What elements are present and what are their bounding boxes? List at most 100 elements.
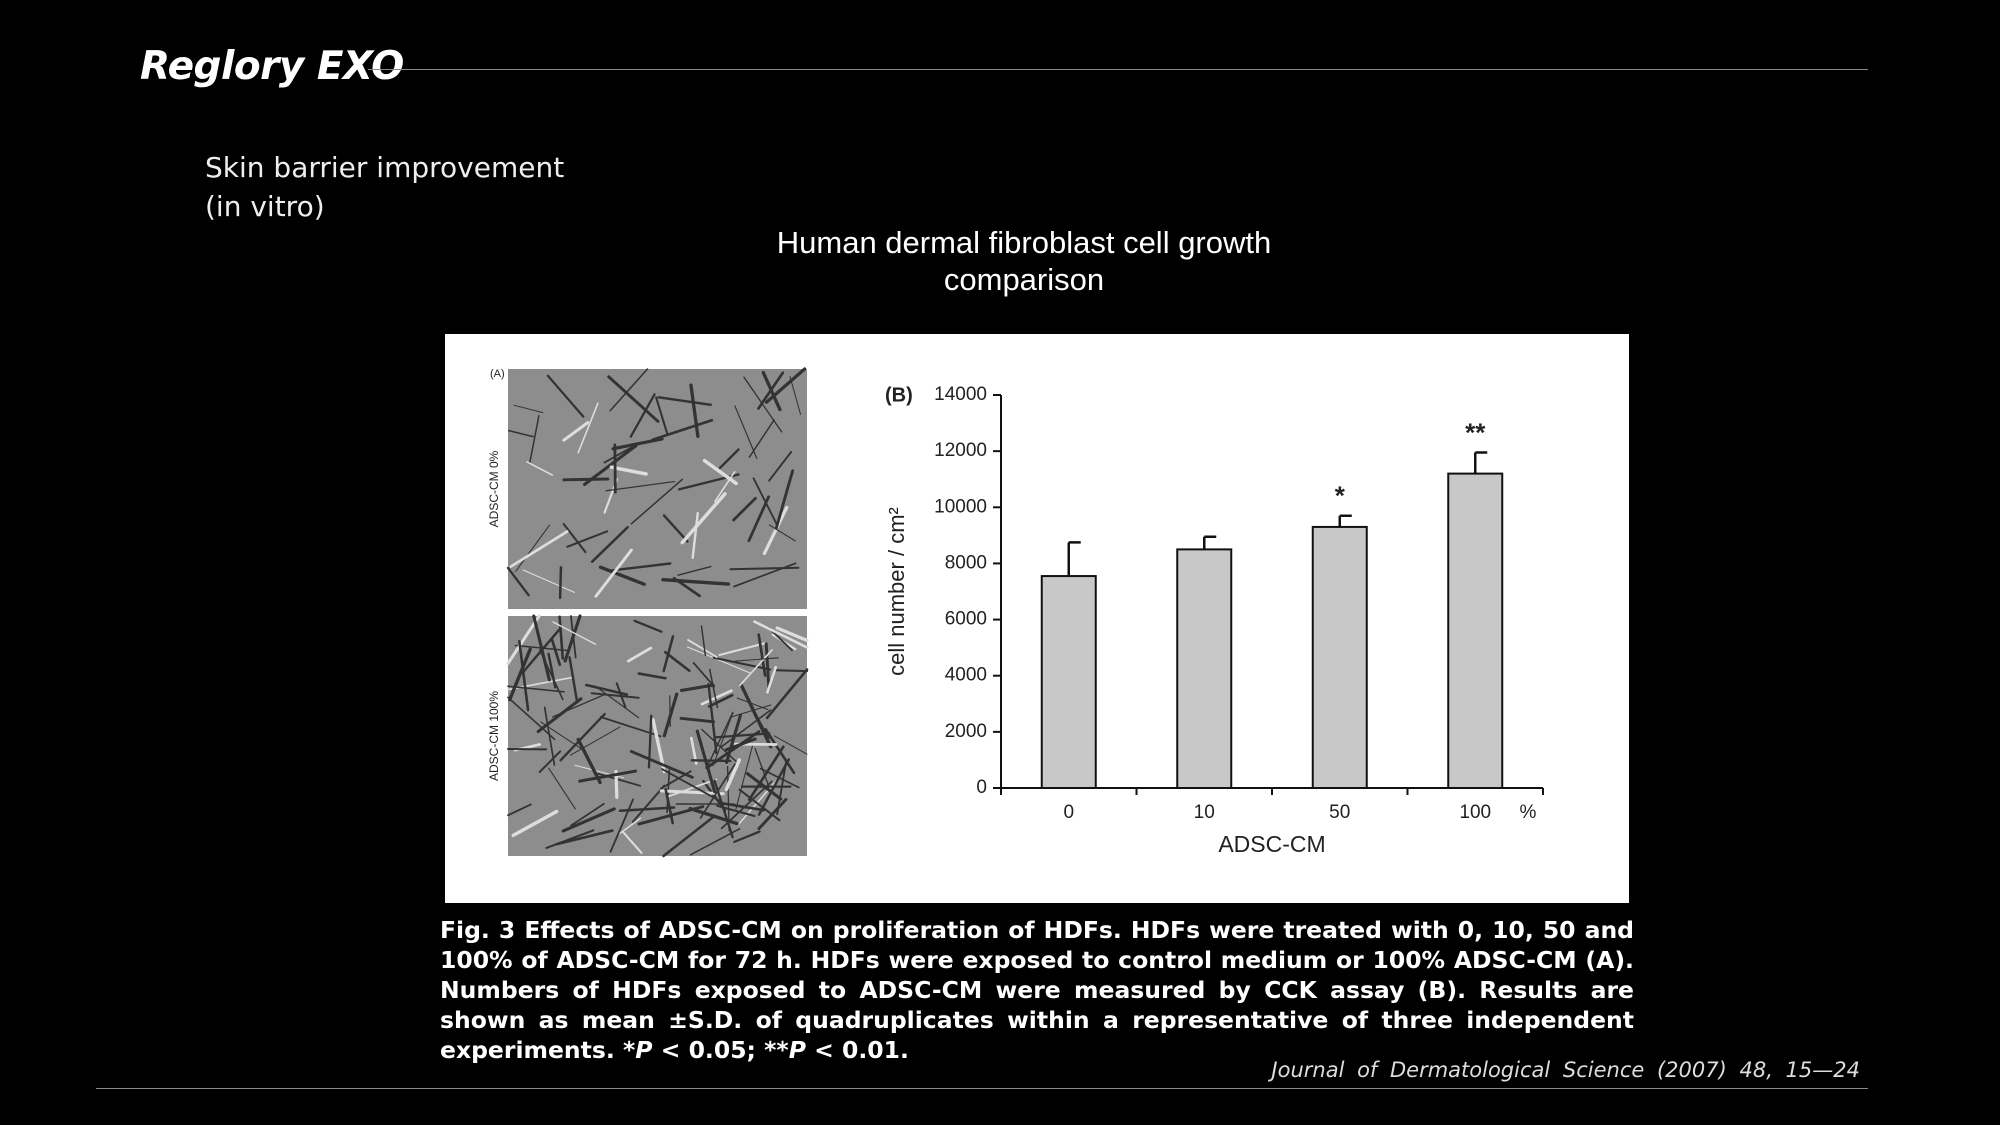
cell [526, 461, 554, 476]
cell [558, 566, 563, 600]
bar [1447, 472, 1504, 789]
caption-text: < 0.05; ** [652, 1036, 789, 1064]
cell [577, 402, 599, 454]
cell [725, 713, 742, 764]
cell [764, 642, 771, 690]
chart-title: Human dermal fibroblast cell growth comp… [624, 224, 1424, 298]
cell [532, 614, 551, 682]
cell [631, 784, 666, 823]
y-tick-label: 6000 [945, 609, 987, 630]
cell [718, 448, 740, 470]
cell [737, 774, 782, 826]
cell [578, 769, 638, 783]
cell [732, 496, 757, 522]
x-tick-label: 10 [1194, 802, 1215, 823]
cell [672, 576, 701, 598]
cell [748, 419, 775, 458]
cell [714, 471, 736, 503]
cell [506, 614, 541, 665]
cell [576, 737, 602, 785]
cell [507, 696, 556, 741]
cell [679, 683, 715, 692]
y-axis-label: cell number / cm² [884, 507, 909, 676]
cell [768, 450, 793, 482]
cell [569, 726, 621, 756]
chart-title-line: comparison [943, 262, 1105, 297]
cell [555, 829, 614, 846]
cell [651, 717, 666, 774]
cell [570, 802, 605, 827]
cell [768, 524, 796, 542]
cell [590, 692, 640, 699]
cell [507, 803, 532, 817]
cell [766, 665, 778, 694]
cell [690, 759, 732, 763]
cell [507, 429, 534, 438]
bottom-rule [96, 1088, 1868, 1089]
cell [718, 642, 767, 657]
y-tick-label: 8000 [945, 552, 987, 573]
cell [562, 477, 610, 482]
cell [664, 650, 691, 673]
cell [688, 806, 739, 826]
panel-label: (B) [885, 384, 913, 406]
error-bar [1067, 541, 1081, 577]
cell [637, 672, 667, 680]
cell [545, 829, 595, 850]
cell [705, 730, 761, 770]
cell [762, 505, 789, 556]
cell [700, 625, 707, 657]
cell [708, 668, 719, 709]
cell [687, 639, 718, 658]
cell [712, 656, 772, 671]
cell [700, 689, 733, 706]
cell [692, 662, 716, 688]
cell [662, 635, 675, 673]
cell [626, 646, 653, 663]
cell [607, 375, 660, 423]
caption-text: P [788, 1036, 806, 1064]
bar [1311, 525, 1368, 790]
cell [695, 729, 717, 794]
cell [713, 732, 771, 739]
cell [724, 737, 757, 752]
cell [757, 633, 767, 677]
cell [546, 374, 585, 418]
subtitle: Skin barrier improvement (in vitro) [205, 148, 564, 226]
y-tick-label: 0 [976, 777, 987, 798]
cell [743, 376, 783, 433]
cell [662, 514, 689, 543]
caption-text: P [635, 1036, 653, 1064]
cell [605, 480, 675, 492]
cell [753, 620, 809, 649]
cell [518, 640, 530, 712]
cell [664, 787, 674, 825]
cell [558, 615, 565, 660]
cell [590, 525, 629, 563]
cell [691, 511, 699, 560]
cell [647, 714, 653, 769]
cell [551, 693, 606, 718]
error-bar [1474, 451, 1488, 474]
figure: (A) ADSC-CM 0% ADSC-CM 100% (B)020004000… [445, 334, 1629, 903]
subtitle-line: Skin barrier improvement [205, 151, 565, 184]
cell [622, 831, 643, 854]
cell [702, 458, 738, 486]
cell [513, 404, 544, 414]
cell [724, 758, 742, 792]
caption-text: < 0.01. [805, 1036, 909, 1064]
cell [507, 685, 565, 693]
row-label: ADSC-CM 100% [487, 691, 501, 781]
cell [629, 393, 656, 438]
cell [659, 789, 725, 796]
cell [562, 522, 587, 554]
cell [550, 637, 562, 666]
cell [773, 669, 809, 673]
panel-label: (A) [490, 368, 505, 380]
x-tick-label: 100 [1459, 802, 1491, 823]
y-tick-label: 4000 [945, 665, 987, 686]
chart-title-line: Human dermal fibroblast cell growth [776, 225, 1272, 260]
cell [568, 656, 579, 703]
cell [529, 414, 540, 464]
